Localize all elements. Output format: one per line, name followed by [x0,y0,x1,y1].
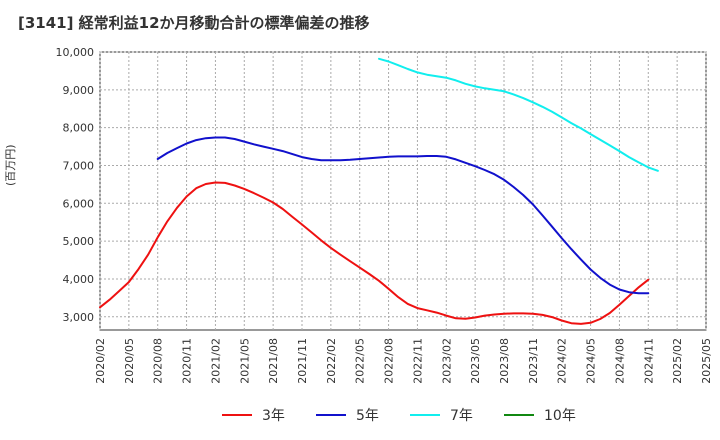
x-tick-label: 2025/05 [700,338,713,384]
legend-swatch-10y [504,414,534,416]
x-tick-label: 2022/08 [383,338,396,384]
series-line-7年 [378,57,659,172]
y-tick-label: 7,000 [63,159,95,172]
y-tick-label: 3,000 [63,311,95,324]
x-tick-label: 2022/05 [354,338,367,384]
chart-canvas: 3,000 4,000 5,000 6,000 7,000 8,000 9,000 10,00… [56,46,714,384]
chart-legend: 3年 5年 7年 10年 [0,404,720,426]
x-tick-label: 2022/11 [411,338,424,384]
x-tick-label: 2023/05 [469,338,482,384]
x-tick-label: 2020/11 [181,338,194,384]
legend-label-10y: 10年 [544,408,576,424]
x-tick-label: 2025/02 [671,338,684,384]
legend-swatch-7y [410,414,440,416]
x-tick-label: 2020/08 [152,338,165,384]
x-tick-label: 2020/05 [123,338,136,384]
legend-label-3y: 3年 [262,408,285,424]
x-tick-label: 2021/02 [209,338,222,384]
legend-swatch-3y [222,414,252,416]
plot-area [99,51,707,331]
x-tick-label: 2023/02 [440,338,453,384]
series-line-3年 [99,181,650,325]
y-tick-label: 5,000 [63,235,95,248]
x-tick-label: 2024/11 [642,338,655,384]
x-tick-label: 2024/02 [556,338,569,384]
y-tick-label: 8,000 [63,122,95,135]
x-tick-label: 2023/08 [498,338,511,384]
x-tick-label: 2020/02 [94,338,107,384]
y-tick-label: 4,000 [63,273,95,286]
legend-item-5y: 5年 [316,404,379,426]
y-tick-label: 9,000 [63,84,95,97]
series-line-5年 [156,136,650,295]
legend-item-10y: 10年 [504,404,576,426]
x-tick-label: 2024/08 [613,338,626,384]
chart-title: [3141] 経常利益12か月移動合計の標準偏差の推移 [18,14,370,32]
y-tick-label: 6,000 [63,197,95,210]
x-tick-label: 2022/02 [325,338,338,384]
legend-label-7y: 7年 [450,408,473,424]
legend-swatch-5y [316,414,346,416]
legend-item-7y: 7年 [410,404,473,426]
legend-item-3y: 3年 [222,404,285,426]
x-tick-label: 2024/05 [585,338,598,384]
legend-label-5y: 5年 [356,408,379,424]
x-tick-label: 2023/11 [527,338,540,384]
x-tick-label: 2021/08 [267,338,280,384]
x-tick-label: 2021/11 [296,338,309,384]
y-tick-label: 10,000 [56,46,95,59]
x-tick-label: 2021/05 [238,338,251,384]
